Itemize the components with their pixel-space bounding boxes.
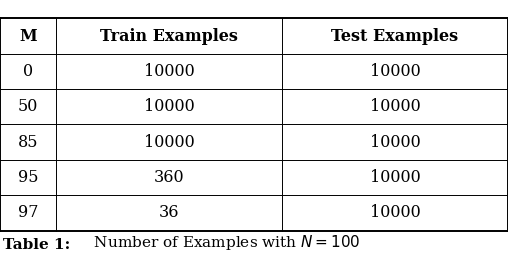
Text: Test Examples: Test Examples <box>331 28 459 45</box>
Text: Number of Examples with $N = 100$: Number of Examples with $N = 100$ <box>89 232 361 252</box>
Text: 85: 85 <box>18 134 38 151</box>
Text: 10000: 10000 <box>370 98 420 115</box>
Text: Table 1:: Table 1: <box>3 238 70 252</box>
Text: 10000: 10000 <box>144 63 194 80</box>
Text: 10000: 10000 <box>370 134 420 151</box>
Text: 36: 36 <box>158 204 179 221</box>
Text: Train Examples: Train Examples <box>100 28 238 45</box>
Text: 97: 97 <box>18 204 38 221</box>
Text: 10000: 10000 <box>144 98 194 115</box>
Text: M: M <box>19 28 37 45</box>
Text: 10000: 10000 <box>370 63 420 80</box>
Text: 0: 0 <box>23 63 33 80</box>
Text: 360: 360 <box>153 169 184 186</box>
Text: 10000: 10000 <box>370 204 420 221</box>
Text: 95: 95 <box>18 169 38 186</box>
Text: 10000: 10000 <box>370 169 420 186</box>
Text: 10000: 10000 <box>144 134 194 151</box>
Text: 50: 50 <box>18 98 38 115</box>
